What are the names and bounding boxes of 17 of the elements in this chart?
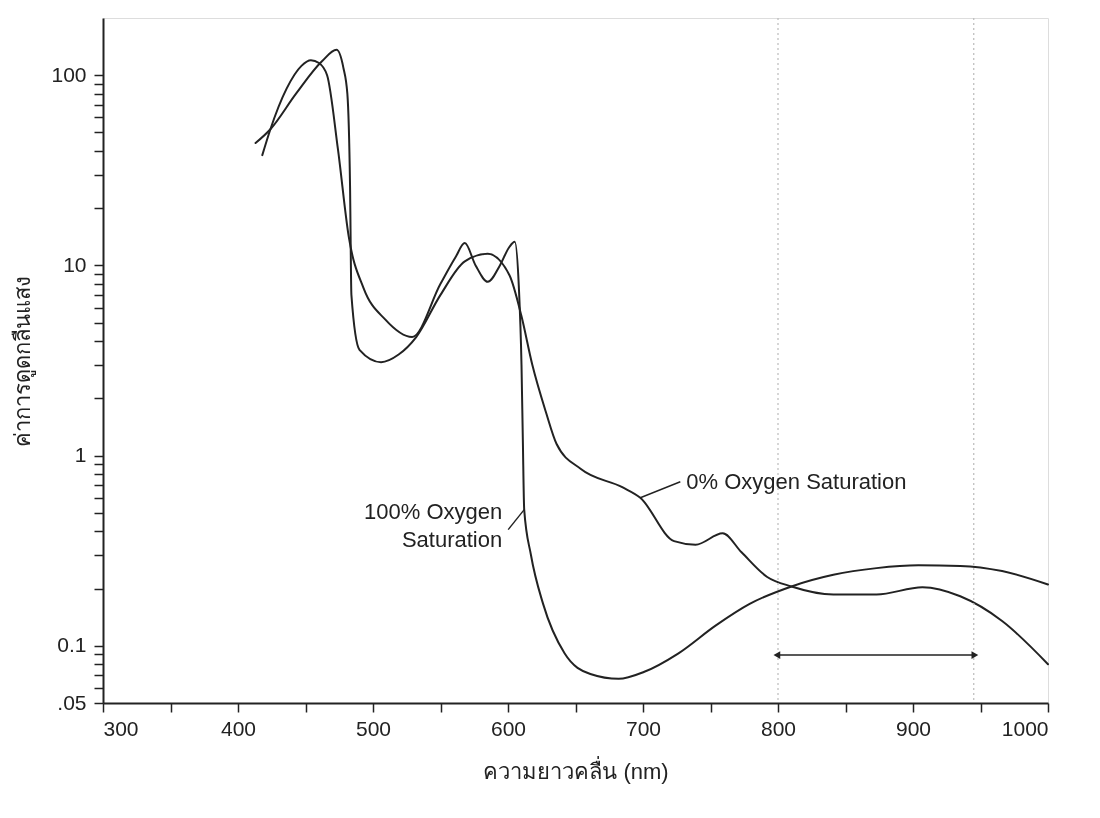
x-tick-label: 400	[220, 716, 257, 740]
x-tick-label: 500	[355, 716, 392, 740]
x-tick-label: 600	[490, 716, 527, 740]
legend-label: 0% Oxygen Saturation	[686, 468, 907, 494]
y-tick-label: .05	[57, 690, 87, 714]
y-tick-label: 1	[74, 443, 87, 467]
y-tick-label: 100	[51, 62, 87, 86]
x-tick-label: 700	[625, 716, 662, 740]
x-tick-label: 800	[760, 716, 797, 740]
x-tick-label: 1000	[1001, 716, 1049, 740]
series-label: 100% Oxygen Saturation	[364, 498, 503, 552]
y-axis-title: ค่าการดูดกลืนแสง	[10, 275, 37, 447]
x-tick-label: 900	[895, 716, 932, 740]
x-tick-label: 300	[103, 716, 139, 740]
x-axis-title: ความยาวคลื่น (nm)	[483, 755, 669, 784]
y-tick-label: 10	[63, 252, 87, 276]
y-tick-label: 0.1	[57, 633, 87, 657]
